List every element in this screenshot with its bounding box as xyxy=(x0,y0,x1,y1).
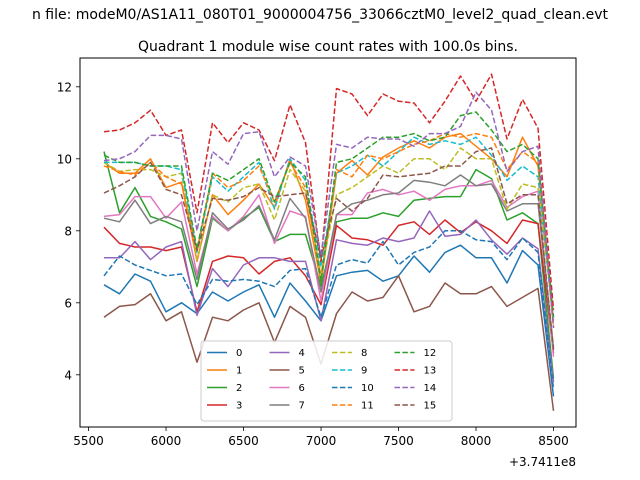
series-line-4 xyxy=(104,210,555,383)
legend-label-2: 2 xyxy=(236,383,242,394)
y-tick-label: 6 xyxy=(64,296,72,310)
series-line-14 xyxy=(103,91,555,329)
figure-suptitle: n file: modeM0/AS1A11_080T01_9000004756_… xyxy=(32,7,609,23)
legend-label-1: 1 xyxy=(236,366,242,377)
y-tick-label: 8 xyxy=(64,224,72,238)
x-tick-label: 5500 xyxy=(73,434,104,448)
x-tick-label: 7500 xyxy=(383,434,414,448)
series-line-10 xyxy=(103,230,555,390)
y-tick-label: 12 xyxy=(57,80,72,94)
x-tick-label: 6500 xyxy=(228,434,259,448)
legend-label-7: 7 xyxy=(299,401,305,412)
y-axis: 4 6 8 10 12 xyxy=(57,80,80,382)
x-tick-label: 8500 xyxy=(538,434,569,448)
legend-label-6: 6 xyxy=(299,383,305,394)
legend-label-8: 8 xyxy=(361,348,367,359)
legend-label-12: 12 xyxy=(424,348,437,359)
series-line-13 xyxy=(103,73,555,311)
legend-label-11: 11 xyxy=(361,401,374,412)
series-line-7 xyxy=(103,174,555,348)
legend-label-9: 9 xyxy=(361,366,367,377)
legend-label-15: 15 xyxy=(424,401,437,412)
series-line-0 xyxy=(103,244,555,397)
legend-label-5: 5 xyxy=(299,366,305,377)
series-line-15 xyxy=(103,147,555,350)
axes-frame xyxy=(79,57,577,428)
legend-label-4: 4 xyxy=(299,348,305,359)
x-offset-label: +3.7411e8 xyxy=(509,455,576,469)
legend-label-0: 0 xyxy=(236,348,242,359)
series-line-5 xyxy=(103,275,555,411)
y-tick-label: 10 xyxy=(57,152,72,166)
series-line-9 xyxy=(104,136,555,325)
legend-label-14: 14 xyxy=(424,383,437,394)
x-tick-label: 7000 xyxy=(306,434,337,448)
legend-label-10: 10 xyxy=(361,383,374,394)
legend-label-13: 13 xyxy=(424,366,437,377)
series-line-12 xyxy=(103,111,555,318)
x-tick-label: 6000 xyxy=(151,434,182,448)
chart-title: Quadrant 1 module wise count rates with … xyxy=(138,39,518,55)
series-line-8 xyxy=(103,147,555,318)
legend-frame xyxy=(200,340,453,422)
series-layer xyxy=(103,73,555,411)
y-tick-label: 4 xyxy=(64,368,72,382)
x-axis: 5500 6000 6500 7000 7500 8000 8500 xyxy=(73,427,569,448)
x-tick-label: 8000 xyxy=(461,434,492,448)
legend-label-3: 3 xyxy=(236,401,242,412)
